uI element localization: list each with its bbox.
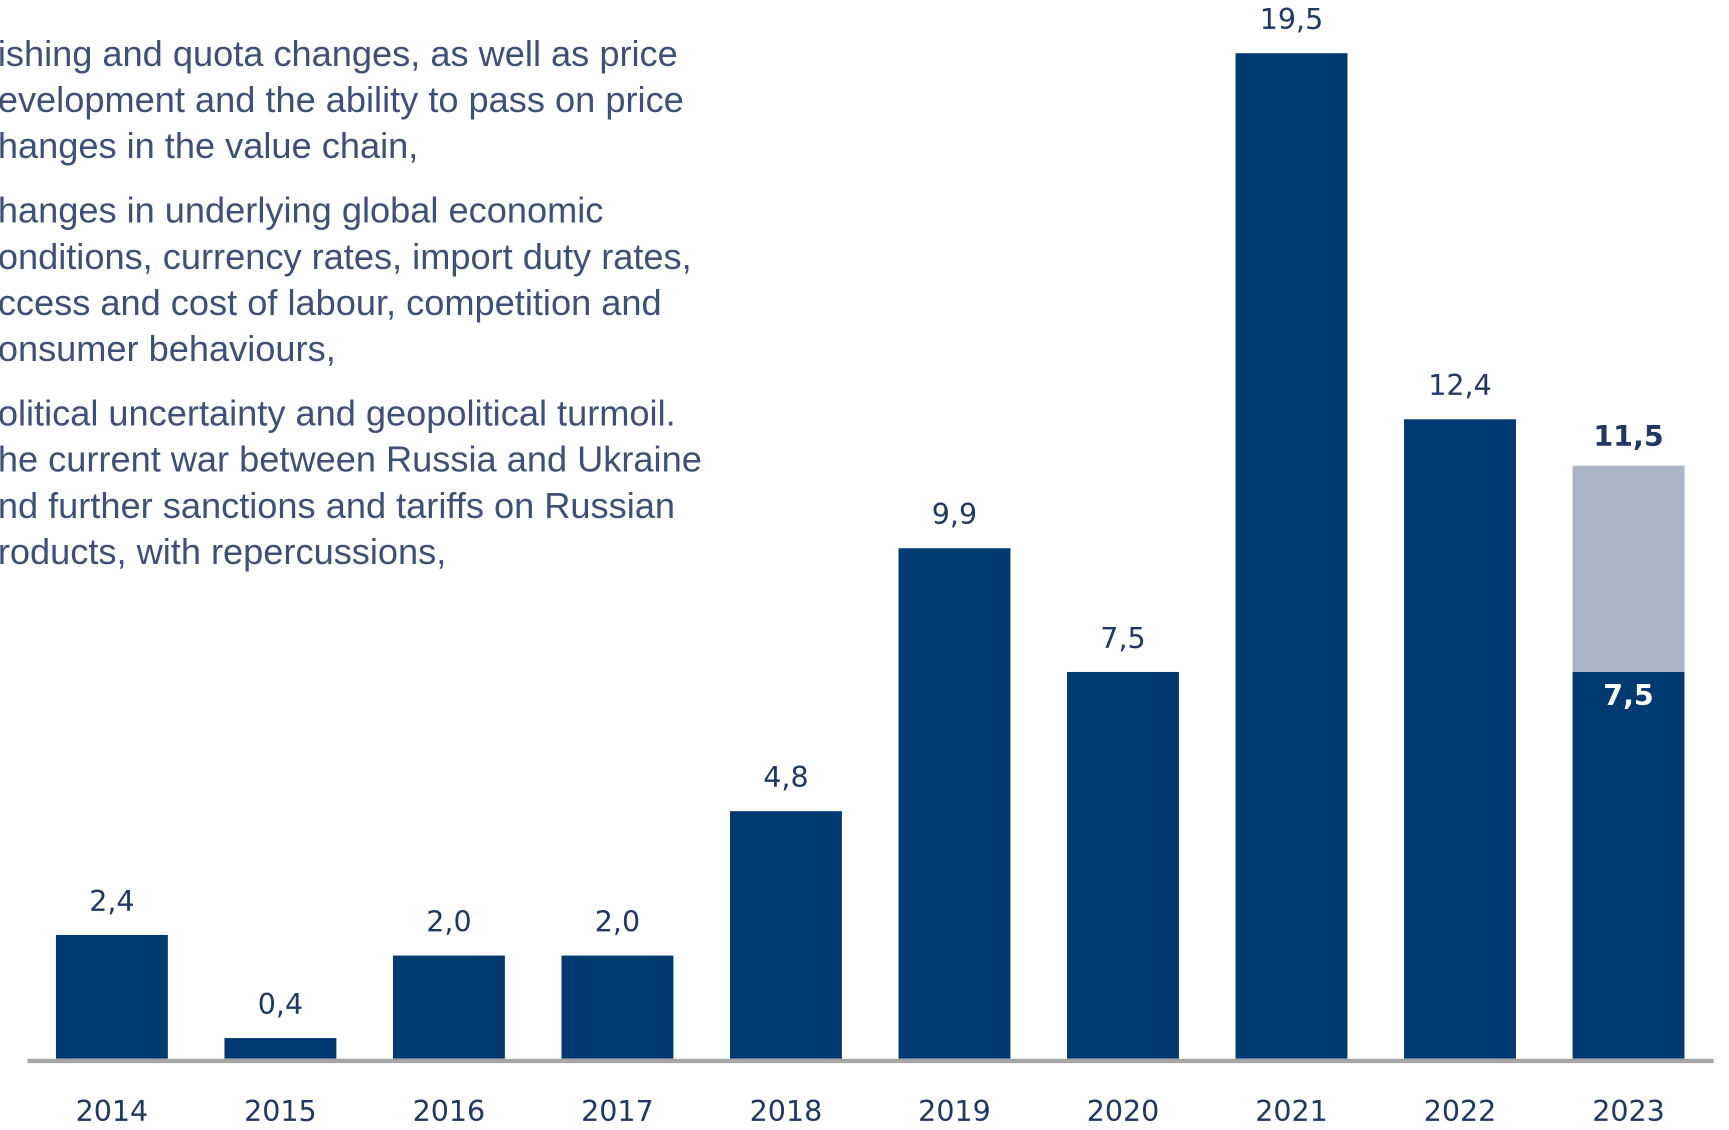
body-text-line: hanges in the value chain, <box>0 125 418 166</box>
value-label: 4,8 <box>763 761 808 794</box>
body-text-line: ishing and quota changes, as well as pri… <box>0 33 678 74</box>
body-text-line: onditions, currency rates, import duty r… <box>0 236 692 277</box>
bar-segment <box>1572 671 1685 1059</box>
bar-segment <box>55 934 168 1059</box>
bar-segment <box>1235 53 1348 1059</box>
x-tick-label: 2020 <box>1087 1095 1160 1128</box>
value-label: 2,4 <box>89 885 134 918</box>
bar-segment <box>1404 419 1516 1059</box>
value-label: 19,5 <box>1260 3 1323 36</box>
body-text-line: olitical uncertainty and geopolitical tu… <box>0 393 676 434</box>
x-tick-label: 2017 <box>581 1095 654 1128</box>
x-tick-label: 2014 <box>76 1095 149 1128</box>
bar-segment <box>1067 671 1179 1059</box>
bar-segment <box>392 955 505 1059</box>
body-text-line: evelopment and the ability to pass on pr… <box>0 79 684 120</box>
bar-segment <box>561 955 674 1059</box>
x-tick-label: 2023 <box>1592 1095 1665 1128</box>
total-label: 11,5 <box>1593 420 1663 453</box>
x-tick-label: 2019 <box>918 1095 991 1128</box>
bar-segment <box>730 811 842 1059</box>
body-text-line: onsumer behaviours, <box>0 328 336 369</box>
value-label: 9,9 <box>932 498 977 531</box>
value-label: 12,4 <box>1428 369 1492 402</box>
value-label: 7,5 <box>1100 622 1145 655</box>
value-label: 0,4 <box>258 988 303 1021</box>
x-tick-label: 2016 <box>413 1095 486 1128</box>
value-label: 2,0 <box>595 905 640 938</box>
body-text-line: nd further sanctions and tariffs on Russ… <box>0 485 675 526</box>
body-text-line: ccess and cost of labour, competition an… <box>0 282 662 323</box>
x-tick-label: 2015 <box>244 1095 317 1128</box>
body-text-line: he current war between Russia and Ukrain… <box>0 439 702 480</box>
x-tick-label: 2018 <box>750 1095 823 1128</box>
value-label: 7,5 <box>1603 679 1654 712</box>
body-text-line: roducts, with repercussions, <box>0 531 446 572</box>
body-text-line: hanges in underlying global economic <box>0 190 603 231</box>
bar-segment <box>898 548 1011 1059</box>
bar-segment <box>1572 465 1685 672</box>
value-label: 2,0 <box>426 905 471 938</box>
x-tick-label: 2021 <box>1255 1095 1328 1128</box>
x-tick-label: 2022 <box>1424 1095 1497 1128</box>
bar-segment <box>224 1038 337 1059</box>
